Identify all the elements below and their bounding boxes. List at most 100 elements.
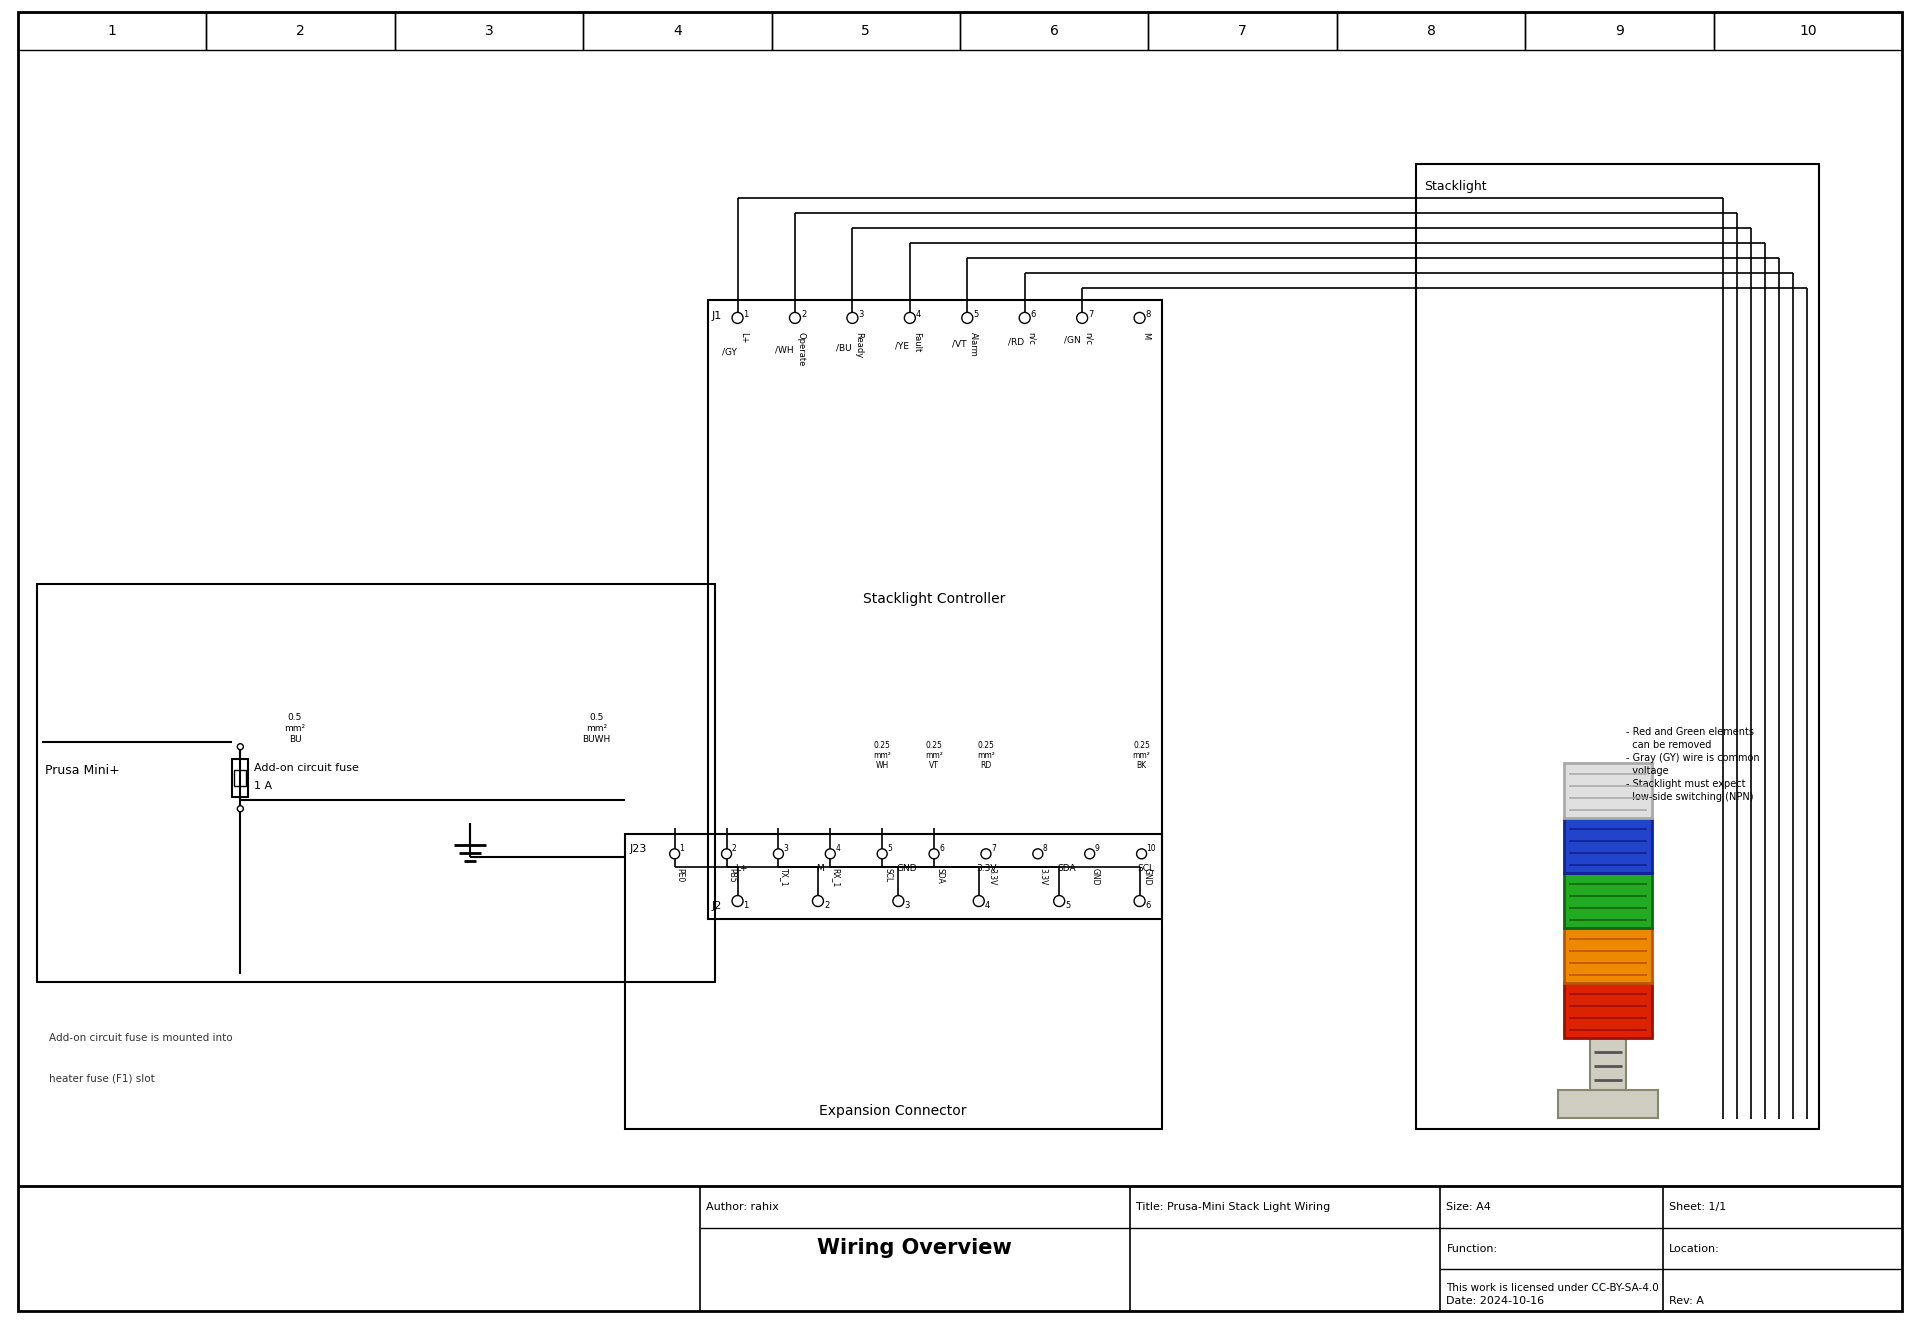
Text: Title: Prusa-Mini Stack Light Wiring: Title: Prusa-Mini Stack Light Wiring — [1135, 1201, 1331, 1212]
Circle shape — [904, 312, 916, 323]
Text: 1: 1 — [680, 844, 684, 853]
Circle shape — [1054, 896, 1066, 906]
Text: PE0: PE0 — [676, 868, 685, 882]
Text: L+: L+ — [739, 332, 749, 344]
Text: Location:: Location: — [1668, 1244, 1720, 1253]
Bar — [624, 833, 1162, 1130]
Text: Fault: Fault — [912, 332, 922, 352]
Text: 10: 10 — [1799, 24, 1816, 38]
Text: Function:: Function: — [1446, 1244, 1498, 1253]
Text: mm²: mm² — [977, 751, 995, 761]
Bar — [1563, 927, 1651, 983]
Text: - Gray (GY) wire is common: - Gray (GY) wire is common — [1626, 753, 1759, 762]
Text: SDA: SDA — [1058, 864, 1075, 873]
Text: 7: 7 — [991, 844, 996, 853]
Text: J1: J1 — [712, 311, 722, 321]
Text: 3: 3 — [783, 844, 789, 853]
Bar — [1563, 983, 1651, 1037]
Circle shape — [238, 806, 244, 812]
Circle shape — [789, 312, 801, 323]
Text: 7: 7 — [1089, 311, 1094, 319]
Text: 4: 4 — [674, 24, 682, 38]
Text: mm²: mm² — [925, 751, 943, 761]
Circle shape — [1085, 849, 1094, 859]
Text: Sheet: 1/1: Sheet: 1/1 — [1668, 1201, 1726, 1212]
Text: 6: 6 — [939, 844, 945, 853]
Text: SCL: SCL — [883, 868, 893, 882]
Text: SDA: SDA — [935, 868, 945, 884]
Bar — [232, 758, 248, 796]
Text: TX_1: TX_1 — [780, 868, 789, 886]
Text: 10: 10 — [1146, 844, 1156, 853]
Text: 1 A: 1 A — [253, 781, 273, 791]
Text: RX_1: RX_1 — [831, 868, 841, 888]
Text: 5: 5 — [887, 844, 893, 853]
Text: mm²: mm² — [1133, 751, 1150, 761]
Text: 1: 1 — [108, 24, 117, 38]
Text: PB5: PB5 — [728, 868, 737, 882]
Text: 2: 2 — [732, 844, 735, 853]
Bar — [960, 12, 1148, 50]
Bar — [1590, 1037, 1626, 1090]
Text: 2: 2 — [296, 24, 305, 38]
Text: 6: 6 — [1050, 24, 1058, 38]
Bar — [207, 12, 396, 50]
Circle shape — [1077, 312, 1087, 323]
Text: VT: VT — [929, 762, 939, 770]
Text: 9: 9 — [1615, 24, 1624, 38]
Text: /BU: /BU — [835, 343, 851, 352]
Text: GND: GND — [897, 864, 918, 873]
Text: 8: 8 — [1427, 24, 1436, 38]
Text: Stacklight: Stacklight — [1425, 180, 1486, 193]
Circle shape — [774, 849, 783, 859]
Bar — [234, 770, 246, 786]
Text: Stacklight Controller: Stacklight Controller — [864, 593, 1006, 606]
Circle shape — [238, 744, 244, 750]
Text: 1: 1 — [743, 311, 749, 319]
Text: /WH: /WH — [776, 345, 795, 355]
Circle shape — [1020, 312, 1031, 323]
Bar — [17, 12, 207, 50]
Text: 8: 8 — [1043, 844, 1048, 853]
Bar — [36, 583, 714, 982]
Circle shape — [962, 312, 973, 323]
Circle shape — [973, 896, 985, 906]
Bar — [1557, 1090, 1657, 1118]
Circle shape — [1033, 849, 1043, 859]
Text: 3.3V: 3.3V — [977, 864, 996, 873]
Circle shape — [826, 849, 835, 859]
Text: mm²: mm² — [586, 724, 607, 733]
Text: BK: BK — [1137, 762, 1146, 770]
Text: 4: 4 — [916, 311, 922, 319]
Text: 1: 1 — [743, 901, 749, 909]
Text: 3: 3 — [904, 901, 910, 909]
Bar — [772, 12, 960, 50]
Circle shape — [722, 849, 732, 859]
Circle shape — [670, 849, 680, 859]
Text: M: M — [816, 864, 824, 873]
Text: Operate: Operate — [797, 332, 806, 366]
Text: 0.5: 0.5 — [288, 713, 301, 722]
Circle shape — [732, 896, 743, 906]
Text: This work is licensed under CC-BY-SA-4.0: This work is licensed under CC-BY-SA-4.0 — [1446, 1283, 1659, 1293]
Text: Date: 2024-10-16: Date: 2024-10-16 — [1446, 1295, 1544, 1306]
Text: 0.5: 0.5 — [589, 713, 603, 722]
Circle shape — [1137, 849, 1146, 859]
Text: 2: 2 — [801, 311, 806, 319]
Text: heater fuse (F1) slot: heater fuse (F1) slot — [48, 1073, 156, 1084]
Text: n/c: n/c — [1027, 332, 1035, 345]
Text: J2: J2 — [712, 901, 722, 912]
Text: Prusa Mini+: Prusa Mini+ — [44, 765, 119, 777]
Text: 5: 5 — [862, 24, 870, 38]
Circle shape — [1135, 312, 1144, 323]
Text: Author: rahix: Author: rahix — [707, 1201, 780, 1212]
Bar — [584, 12, 772, 50]
Bar — [1415, 164, 1818, 1130]
Circle shape — [981, 849, 991, 859]
Circle shape — [732, 312, 743, 323]
Text: can be removed: can be removed — [1626, 740, 1711, 750]
Text: low-side switching (NPN): low-side switching (NPN) — [1626, 791, 1753, 802]
Text: 8: 8 — [1146, 311, 1150, 319]
Text: J23: J23 — [630, 844, 647, 853]
Bar — [1715, 12, 1903, 50]
